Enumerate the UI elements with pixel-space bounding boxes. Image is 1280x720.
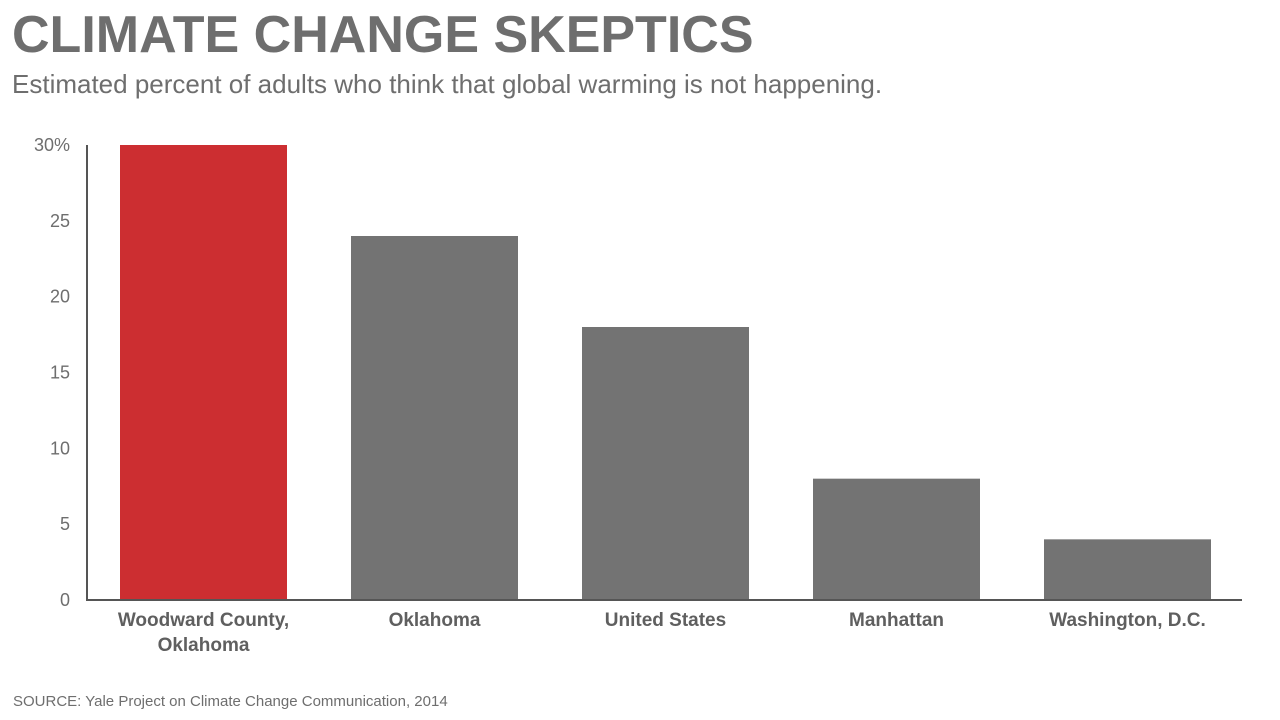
bar <box>813 478 980 600</box>
y-axis-ticks: 0 5 10 15 20 25 30% <box>34 135 70 610</box>
category-label: Oklahoma <box>389 610 481 631</box>
x-axis-labels: Woodward County, Oklahoma Oklahoma United S… <box>118 610 1206 656</box>
bar <box>582 327 749 600</box>
source-note: SOURCE: Yale Project on Climate Change C… <box>13 693 448 710</box>
y-tick-label: 10 <box>50 438 70 458</box>
y-tick-label: 20 <box>50 287 70 307</box>
bars <box>120 145 1211 600</box>
y-tick-label: 25 <box>50 211 70 231</box>
chart-subtitle: Estimated percent of adults who think th… <box>12 69 883 99</box>
bar <box>120 145 287 600</box>
category-label: Washington, D.C. <box>1049 610 1206 631</box>
bar <box>351 236 518 600</box>
category-label: Woodward County, Oklahoma <box>118 610 289 656</box>
category-label: United States <box>605 610 726 631</box>
y-tick-label: 30% <box>34 135 70 155</box>
y-tick-label: 0 <box>60 590 70 610</box>
chart-title: CLIMATE CHANGE SKEPTICS <box>12 6 754 64</box>
y-tick-label: 15 <box>50 363 70 383</box>
bar <box>1044 539 1211 600</box>
y-tick-label: 5 <box>60 514 70 534</box>
category-label: Manhattan <box>849 610 944 631</box>
